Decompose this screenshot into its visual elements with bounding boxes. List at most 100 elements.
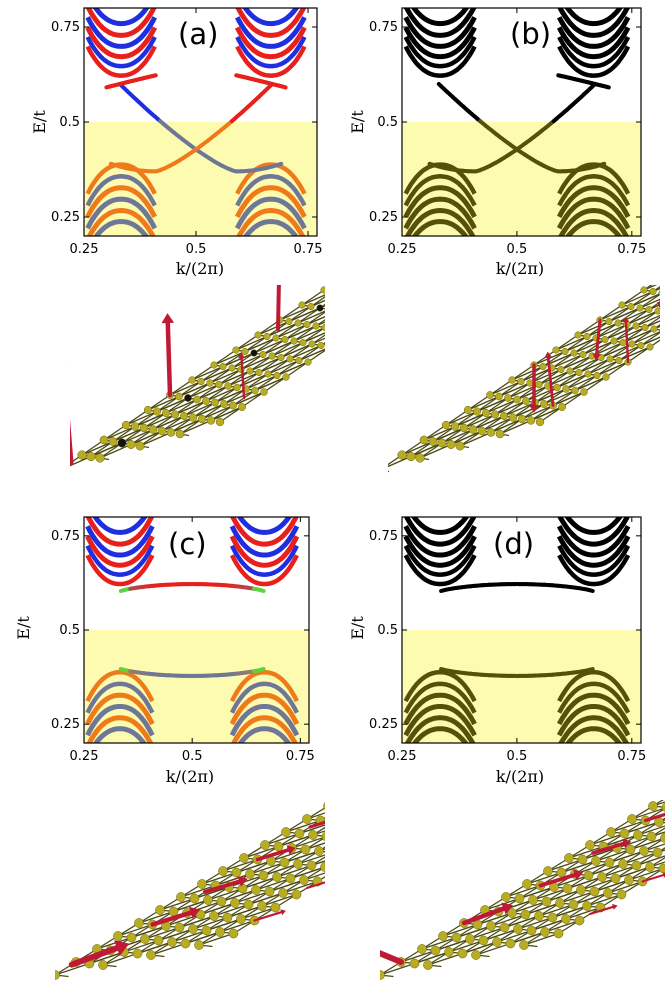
lattice-atom: [454, 770, 463, 779]
lattice-bond: [200, 367, 233, 383]
lattice-bond: [206, 918, 242, 932]
lattice-bond: [599, 304, 623, 321]
lattice-bond: [417, 789, 452, 801]
lattice-bond: [403, 788, 438, 800]
spin-arrow-shaft: [203, 879, 242, 894]
lattice-atom: [574, 331, 582, 339]
lattice-atom: [663, 272, 670, 279]
lattice-bond: [170, 418, 203, 434]
lattice-bond: [209, 367, 233, 384]
lattice-bond: [227, 370, 251, 387]
lattice-atom: [566, 367, 574, 375]
lattice-atom: [610, 337, 618, 345]
bulk-conduction-band: [229, 544, 299, 577]
x-tick-label: 0.25: [388, 242, 417, 257]
lattice-bond: [382, 266, 404, 281]
lattice-bond: [438, 776, 473, 788]
bulk-valence-band: [403, 704, 477, 737]
bulk-valence-band: [565, 726, 623, 743]
lattice-bond: [422, 254, 444, 269]
lattice-bond: [587, 359, 620, 375]
lattice-bond: [213, 349, 237, 366]
lattice-atom: [350, 804, 359, 813]
lattice-atom: [619, 338, 627, 347]
spin-arrow-shaft: [462, 233, 463, 257]
lattice-bond: [231, 352, 255, 369]
lattice-atom: [239, 853, 249, 863]
bulk-valence-band: [565, 219, 623, 236]
bulk-conduction-band: [85, 517, 155, 547]
lattice-bond: [131, 925, 167, 939]
lattice-bond: [599, 305, 632, 321]
lattice-atom: [427, 767, 436, 776]
lattice-bond: [276, 361, 309, 377]
lattice-bond: [573, 337, 597, 354]
lattice-bond: [171, 929, 207, 943]
lattice-bond: [396, 802, 431, 814]
bulk-conduction-band: [229, 554, 299, 587]
lattice-bond: [323, 288, 325, 291]
lattice-bond: [489, 380, 522, 396]
lattice-atom: [556, 867, 567, 878]
lattice-bond: [254, 374, 278, 392]
lattice-bond: [419, 443, 452, 459]
lattice-bond: [227, 905, 263, 919]
spin-arrow-head: [188, 906, 201, 919]
lattice-bond: [450, 430, 483, 446]
lattice-bond: [248, 892, 284, 906]
lattice-bond: [561, 391, 585, 408]
lattice-bond: [451, 778, 486, 790]
lattice-bond: [423, 425, 456, 441]
lattice-bond: [423, 804, 444, 817]
lattice-bond: [323, 288, 325, 291]
lattice-bond: [271, 340, 295, 357]
lattice-bond: [417, 235, 439, 250]
lattice-atom: [282, 373, 290, 381]
lattice-bond: [538, 370, 571, 386]
y-tick-label: 0.5: [59, 623, 80, 638]
lattice-bond: [243, 845, 279, 859]
lattice-bond: [422, 269, 431, 271]
lattice-bond: [426, 251, 435, 253]
lattice-bond: [519, 886, 555, 900]
lattice-bond: [360, 283, 391, 297]
bulk-valence-band: [556, 692, 631, 726]
lattice-bond: [400, 271, 431, 285]
lattice-atom: [448, 754, 457, 763]
spin-arrow-head: [612, 904, 618, 910]
spin-arrow-shaft: [253, 911, 283, 922]
lattice-atom: [419, 266, 426, 273]
lattice-bond: [159, 897, 195, 911]
lattice-atom: [603, 888, 613, 898]
lattice-atom: [379, 777, 388, 786]
lattice-atom: [627, 302, 635, 311]
panel-d-edge-states: [439, 582, 595, 678]
lattice-bond: [346, 262, 377, 276]
lattice-atom: [496, 744, 505, 753]
lattice-bond: [223, 389, 256, 405]
lattice-bond: [143, 412, 167, 429]
lattice-bond: [444, 239, 466, 254]
bulk-valence-band: [229, 704, 300, 737]
lattice-atom: [314, 846, 324, 856]
lattice-atom: [330, 288, 337, 295]
lattice-atom: [352, 273, 359, 280]
lattice-bond: [342, 280, 373, 294]
lattice-atom: [433, 783, 442, 792]
lattice-bond: [553, 874, 589, 888]
lattice-atom: [294, 828, 305, 839]
lattice-atom: [557, 365, 565, 374]
lattice-bond: [219, 406, 243, 423]
lattice-atom: [428, 437, 438, 446]
lattice-bond: [431, 257, 462, 271]
lattice-atom: [56, 466, 65, 475]
lattice-atom: [260, 840, 270, 850]
bulk-valence-band: [403, 196, 477, 230]
lattice-bond: [306, 315, 325, 326]
bulk-conduction-band: [235, 45, 307, 78]
lattice-atom: [451, 932, 462, 943]
bulk-valence-band: [557, 669, 631, 703]
lattice-bond: [538, 903, 574, 917]
lattice-bond: [102, 952, 138, 966]
lattice-bond: [410, 442, 443, 458]
